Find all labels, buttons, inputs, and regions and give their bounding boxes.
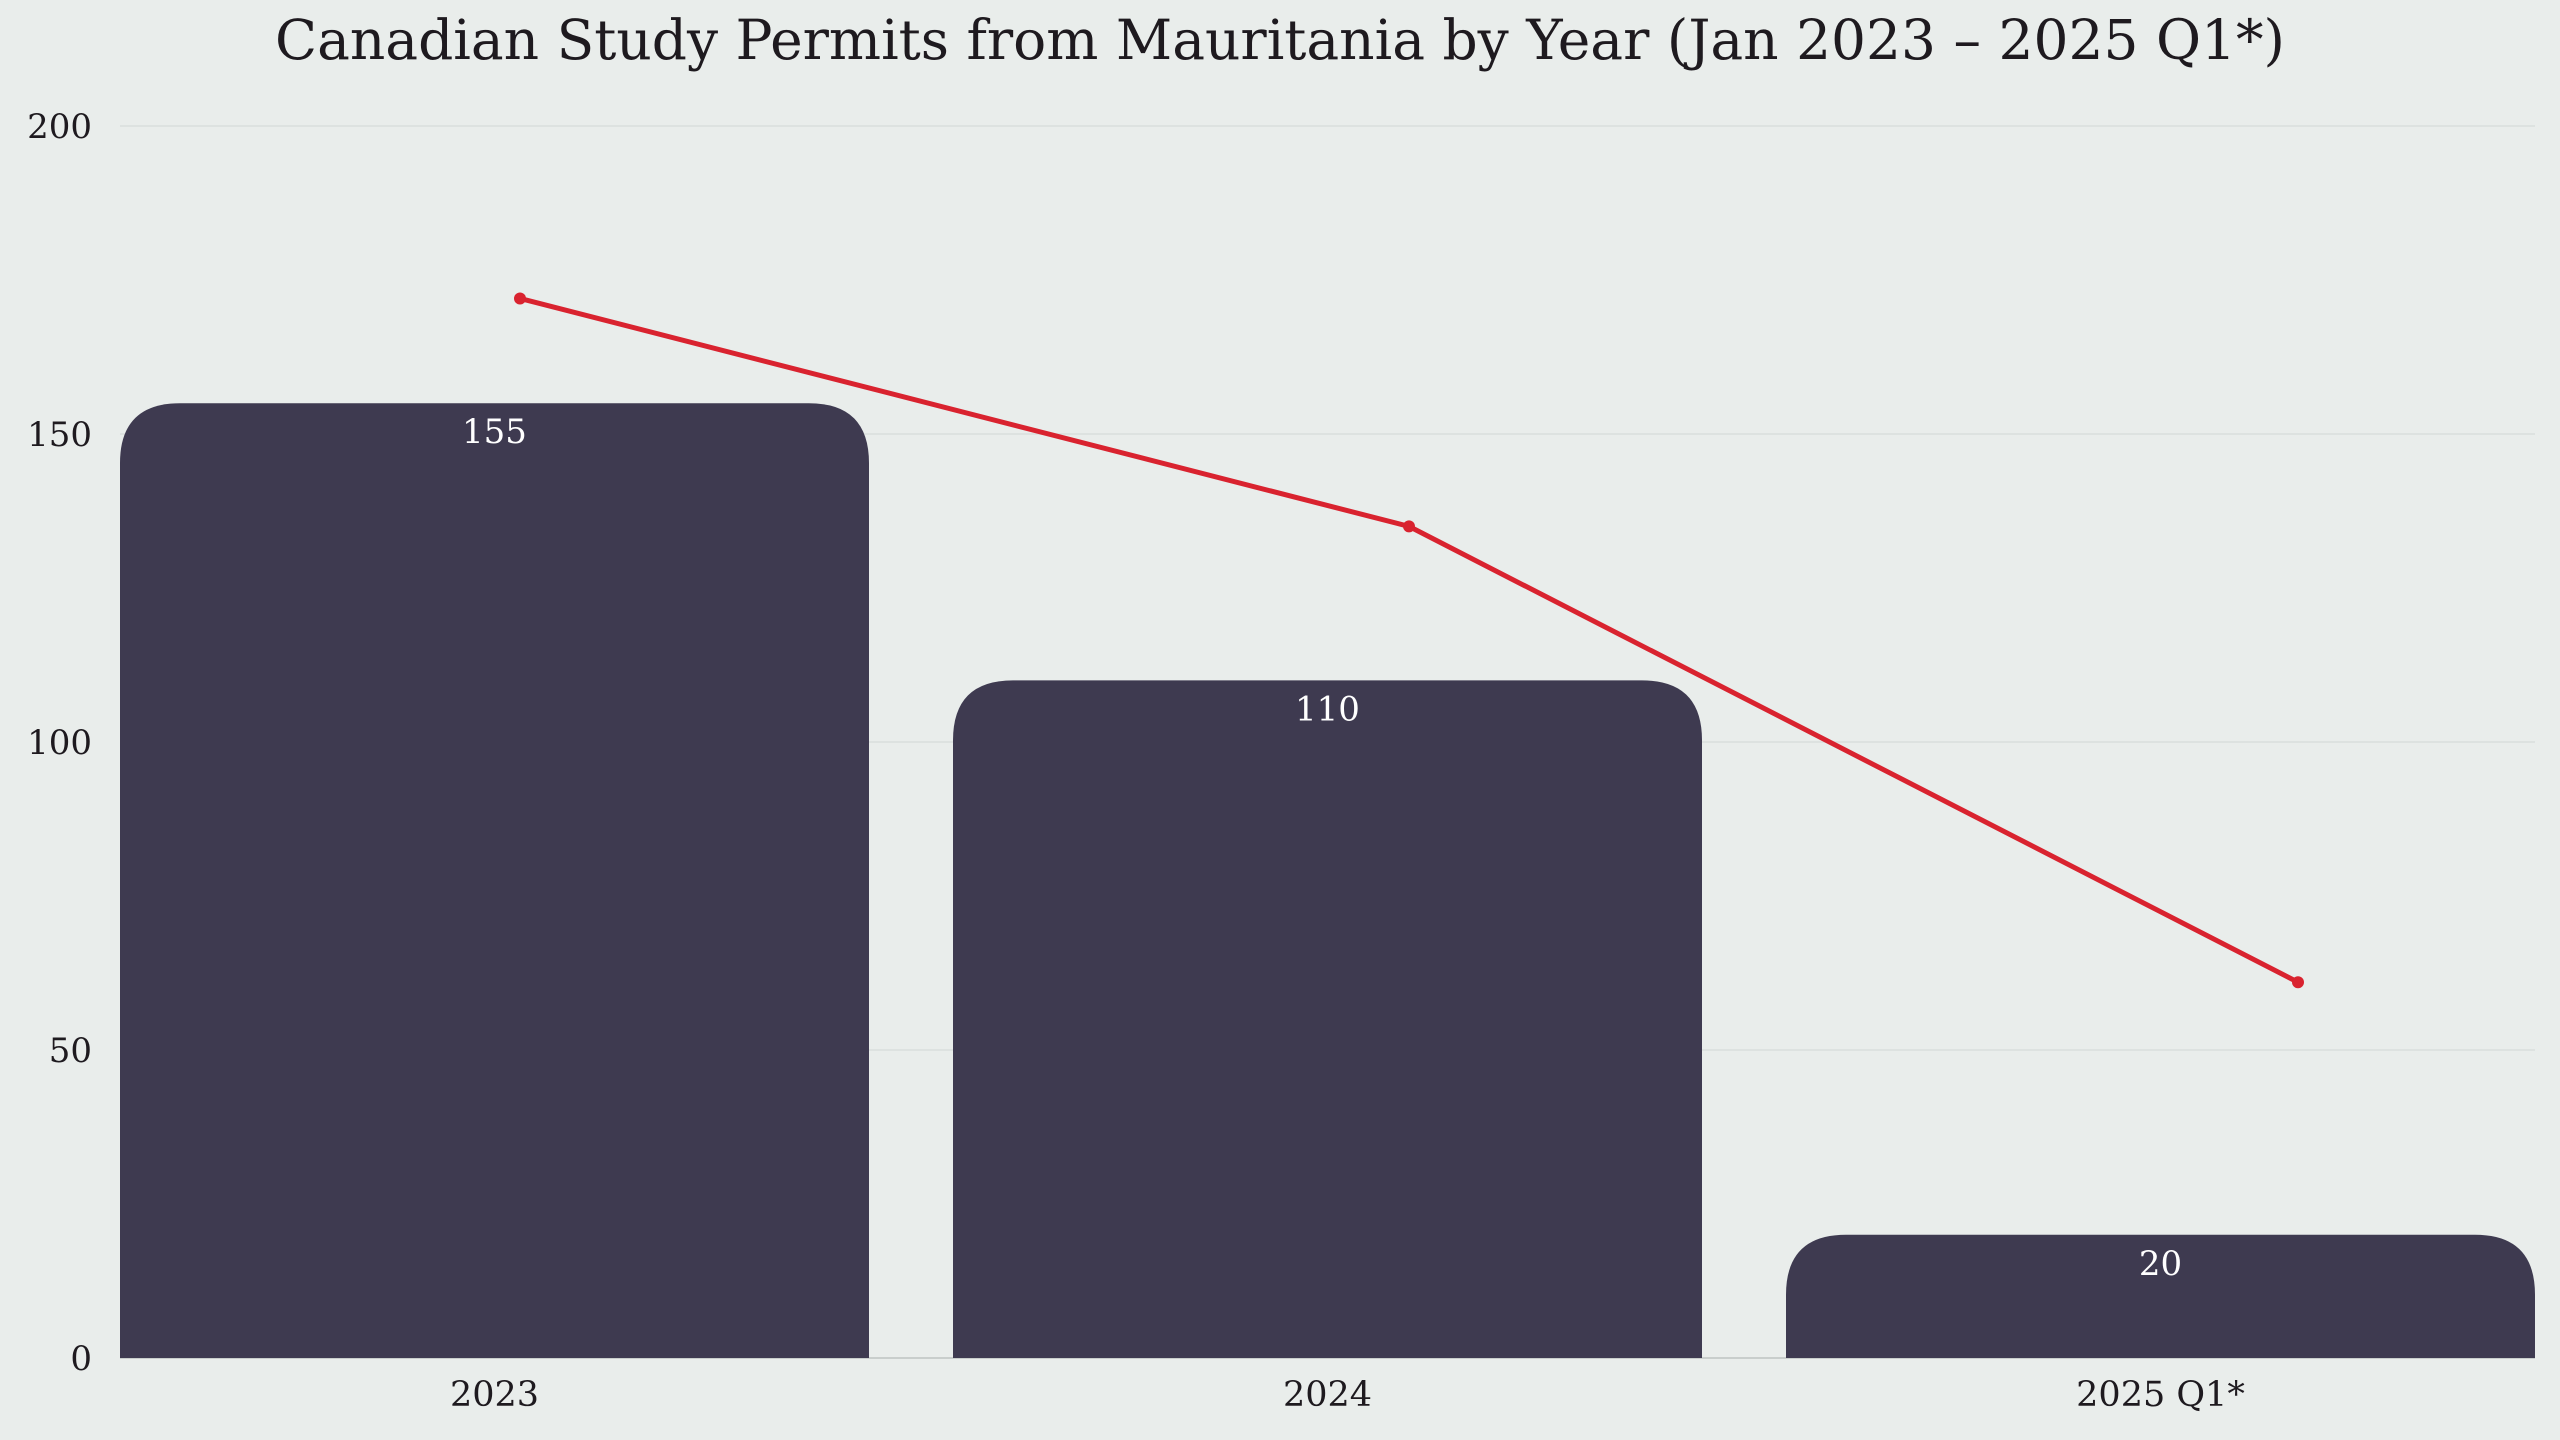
x-axis-ticks: 2023 2024 2025 Q1* [450, 1375, 2245, 1415]
bar-2023 [120, 403, 869, 1358]
bar-2024 [953, 680, 1702, 1358]
x-tick-label: 2023 [450, 1375, 539, 1415]
x-tick-label: 2024 [1283, 1375, 1372, 1415]
bar-value-label: 110 [1295, 689, 1360, 729]
bar-value-label: 155 [462, 412, 527, 452]
bar-layer [120, 403, 2535, 1358]
bar-2025-q1- [1786, 1234, 2535, 1358]
y-tick-label: 200 [27, 107, 92, 147]
bar-value-label: 20 [2139, 1244, 2182, 1284]
chart-title: Canadian Study Permits from Mauritania b… [275, 8, 2285, 72]
y-tick-label: 150 [27, 415, 92, 455]
y-tick-label: 100 [27, 723, 92, 763]
trend-line-point [2292, 976, 2304, 989]
trend-line-layer [514, 292, 2304, 989]
y-axis-ticks: 0 50 100 150 200 [27, 107, 92, 1379]
y-tick-label: 0 [70, 1339, 92, 1379]
trend-line-point [514, 292, 526, 305]
y-tick-label: 50 [49, 1031, 92, 1071]
data-label-layer: 155 110 20 [462, 412, 2182, 1284]
trend-line-point [1403, 520, 1415, 533]
x-tick-label: 2025 Q1* [2076, 1375, 2245, 1415]
